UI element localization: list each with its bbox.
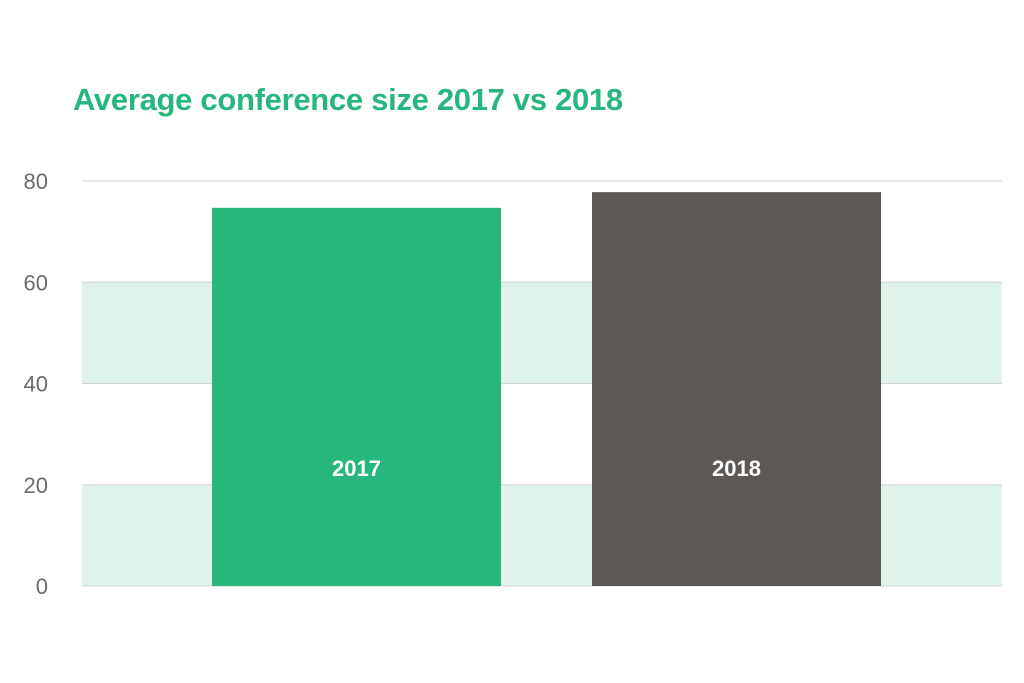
y-tick-label: 0	[36, 574, 48, 599]
y-tick-label: 40	[24, 372, 48, 397]
bar-label-2017: 2017	[332, 456, 381, 481]
chart-title: Average conference size 2017 vs 2018	[73, 82, 623, 117]
bar-labels: 2017 2018	[332, 456, 761, 481]
bar-2018	[592, 192, 881, 586]
bar-label-2018: 2018	[712, 456, 761, 481]
y-tick-label: 20	[24, 473, 48, 498]
y-axis-ticks: 0 20 40 60 80	[24, 169, 48, 599]
y-tick-label: 80	[24, 169, 48, 194]
y-tick-label: 60	[24, 270, 48, 295]
bars	[212, 192, 881, 587]
bar-2017	[212, 207, 501, 587]
